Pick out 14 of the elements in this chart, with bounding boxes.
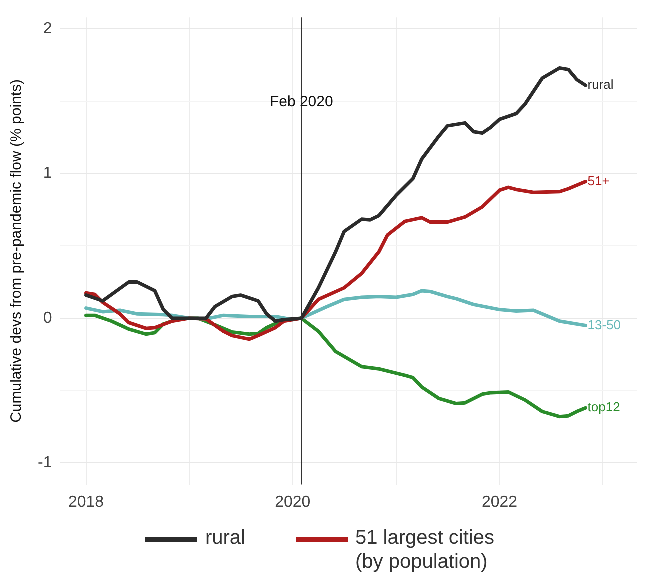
- y-tick-label: 1: [43, 165, 52, 182]
- x-tick-label: 2018: [68, 494, 104, 511]
- legend-label: rural: [205, 526, 246, 550]
- x-tick-label: 2020: [275, 494, 311, 511]
- y-tick-label: 2: [43, 20, 52, 38]
- legend-label: 51 largest cities (by population): [356, 526, 496, 574]
- annotation: 51+: [588, 173, 610, 188]
- x-tick-label: 2022: [482, 494, 518, 511]
- y-axis-title: Cumulative devs from pre-pandemic flow (% points): [8, 79, 26, 423]
- annotation: rural: [588, 77, 614, 92]
- annotation: top12: [588, 400, 620, 415]
- y-tick-label: -1: [38, 454, 52, 472]
- annotation: 13-50: [588, 317, 622, 332]
- y-tick-label: 0: [43, 310, 52, 327]
